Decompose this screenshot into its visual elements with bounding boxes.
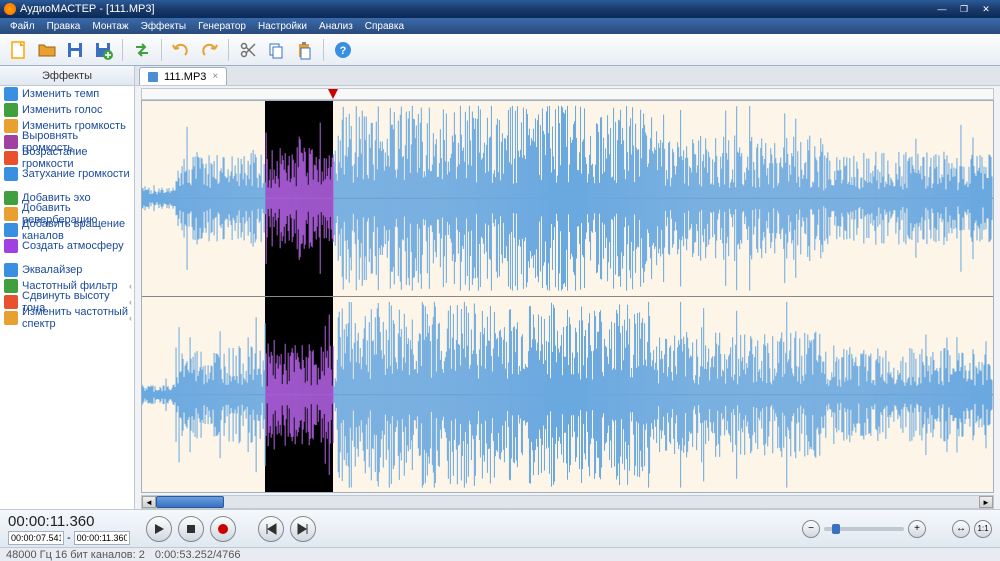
record-button[interactable] <box>210 516 236 542</box>
tab-close-icon[interactable]: × <box>212 71 218 82</box>
menubar: ФайлПравкаМонтажЭффектыГенераторНастройк… <box>0 18 1000 34</box>
selection-end-input[interactable] <box>74 531 130 545</box>
transport-bar: 00:00:11.360 - − + ↔ 1:1 <box>0 509 1000 547</box>
effect-icon <box>4 295 18 309</box>
range-dash: - <box>67 532 71 544</box>
statusbar: 48000 Гц 16 бит каналов: 2 0:00:53.252/4… <box>0 547 1000 561</box>
effect-item[interactable]: Добавить вращение каналов <box>0 222 134 238</box>
menu-монтаж[interactable]: Монтаж <box>86 21 134 32</box>
fit-horizontal-button[interactable]: ↔ <box>952 520 970 538</box>
skip-back-button[interactable] <box>258 516 284 542</box>
file-tab[interactable]: 111.MP3 × <box>139 67 227 85</box>
skip-forward-button[interactable] <box>290 516 316 542</box>
effect-icon <box>4 207 18 221</box>
titlebar: АудиоМАСТЕР - [111.MP3] — ❐ ✕ <box>0 0 1000 18</box>
save-icon[interactable] <box>62 37 88 63</box>
effect-item[interactable]: Эквалайзер <box>0 262 134 278</box>
maximize-button[interactable]: ❐ <box>954 3 974 15</box>
scroll-right-button[interactable]: ► <box>979 496 993 508</box>
effect-label: Изменить темп <box>22 88 99 100</box>
play-button[interactable] <box>146 516 172 542</box>
status-audio-info: 48000 Гц 16 бит каналов: 2 <box>6 549 145 561</box>
cut-icon[interactable] <box>235 37 261 63</box>
stop-button[interactable] <box>178 516 204 542</box>
effect-label: Эквалайзер <box>22 264 82 276</box>
scroll-left-button[interactable]: ◄ <box>142 496 156 508</box>
fit-all-button[interactable]: 1:1 <box>974 520 992 538</box>
effect-item[interactable]: Затухание громкости <box>0 166 134 182</box>
menu-правка[interactable]: Правка <box>41 21 87 32</box>
menu-настройки[interactable]: Настройки <box>252 21 313 32</box>
selection-start-input[interactable] <box>8 531 64 545</box>
effect-icon <box>4 191 18 205</box>
effects-sidebar: Эффекты Изменить темп Изменить голос Измен… <box>0 66 135 509</box>
effect-item[interactable]: Изменить голос <box>0 102 134 118</box>
minimize-button[interactable]: — <box>932 3 952 15</box>
effect-item[interactable]: Изменить темп <box>0 86 134 102</box>
horizontal-scrollbar[interactable]: ◄ ► <box>141 495 994 509</box>
zoom-slider-thumb[interactable] <box>832 524 840 534</box>
undo-icon[interactable] <box>168 37 194 63</box>
effect-icon <box>4 119 18 133</box>
effect-icon <box>4 311 18 325</box>
new-file-icon[interactable] <box>6 37 32 63</box>
sidebar-title: Эффекты <box>0 66 134 86</box>
tabbar: 111.MP3 × <box>135 66 1000 86</box>
status-position: 0:00:53.252/4766 <box>155 549 241 561</box>
effect-label: Создать атмосферу <box>22 240 124 252</box>
zoom-out-button[interactable]: − <box>802 520 820 538</box>
time-display: 00:00:11.360 <box>8 513 136 531</box>
effect-icon <box>4 135 18 149</box>
menu-справка[interactable]: Справка <box>359 21 410 32</box>
main-panel: 111.MP3 × ◄ ► <box>135 66 1000 509</box>
open-file-icon[interactable] <box>34 37 60 63</box>
menu-генератор[interactable]: Генератор <box>192 21 252 32</box>
menu-анализ[interactable]: Анализ <box>313 21 359 32</box>
main-toolbar: ? <box>0 34 1000 66</box>
effect-item[interactable]: Создать атмосферу <box>0 238 134 254</box>
menu-файл[interactable]: Файл <box>4 21 41 32</box>
help-icon[interactable]: ? <box>330 37 356 63</box>
paste-icon[interactable] <box>291 37 317 63</box>
playhead-marker[interactable] <box>328 89 338 99</box>
audio-file-icon <box>148 72 158 82</box>
effect-icon <box>4 279 18 293</box>
effect-item[interactable]: Изменить частотный спектр‹ <box>0 310 134 326</box>
effect-icon <box>4 103 18 117</box>
waveform-display[interactable] <box>141 100 994 493</box>
tab-label: 111.MP3 <box>164 71 206 83</box>
effect-icon <box>4 239 18 253</box>
effect-label: Изменить частотный спектр <box>22 306 130 330</box>
effect-icon <box>4 263 18 277</box>
time-ruler[interactable] <box>141 88 994 100</box>
redo-icon[interactable] <box>196 37 222 63</box>
effect-icon <box>4 87 18 101</box>
close-button[interactable]: ✕ <box>976 3 996 15</box>
copy-icon[interactable] <box>263 37 289 63</box>
menu-эффекты[interactable]: Эффекты <box>135 21 192 32</box>
window-title: АудиоМАСТЕР - [111.MP3] <box>20 3 155 15</box>
effect-icon <box>4 167 18 181</box>
svg-text:?: ? <box>340 45 347 57</box>
app-icon <box>4 3 16 15</box>
effect-label: Затухание громкости <box>22 168 130 180</box>
scroll-thumb[interactable] <box>156 496 224 508</box>
zoom-slider[interactable] <box>824 527 904 531</box>
effect-label: Изменить голос <box>22 104 102 116</box>
save-as-icon[interactable] <box>90 37 116 63</box>
effect-icon <box>4 151 18 165</box>
effect-icon <box>4 223 18 237</box>
zoom-in-button[interactable]: + <box>908 520 926 538</box>
chevron-icon: ‹ <box>129 313 132 323</box>
effect-item[interactable]: Возрастание громкости <box>0 150 134 166</box>
convert-icon[interactable] <box>129 37 155 63</box>
